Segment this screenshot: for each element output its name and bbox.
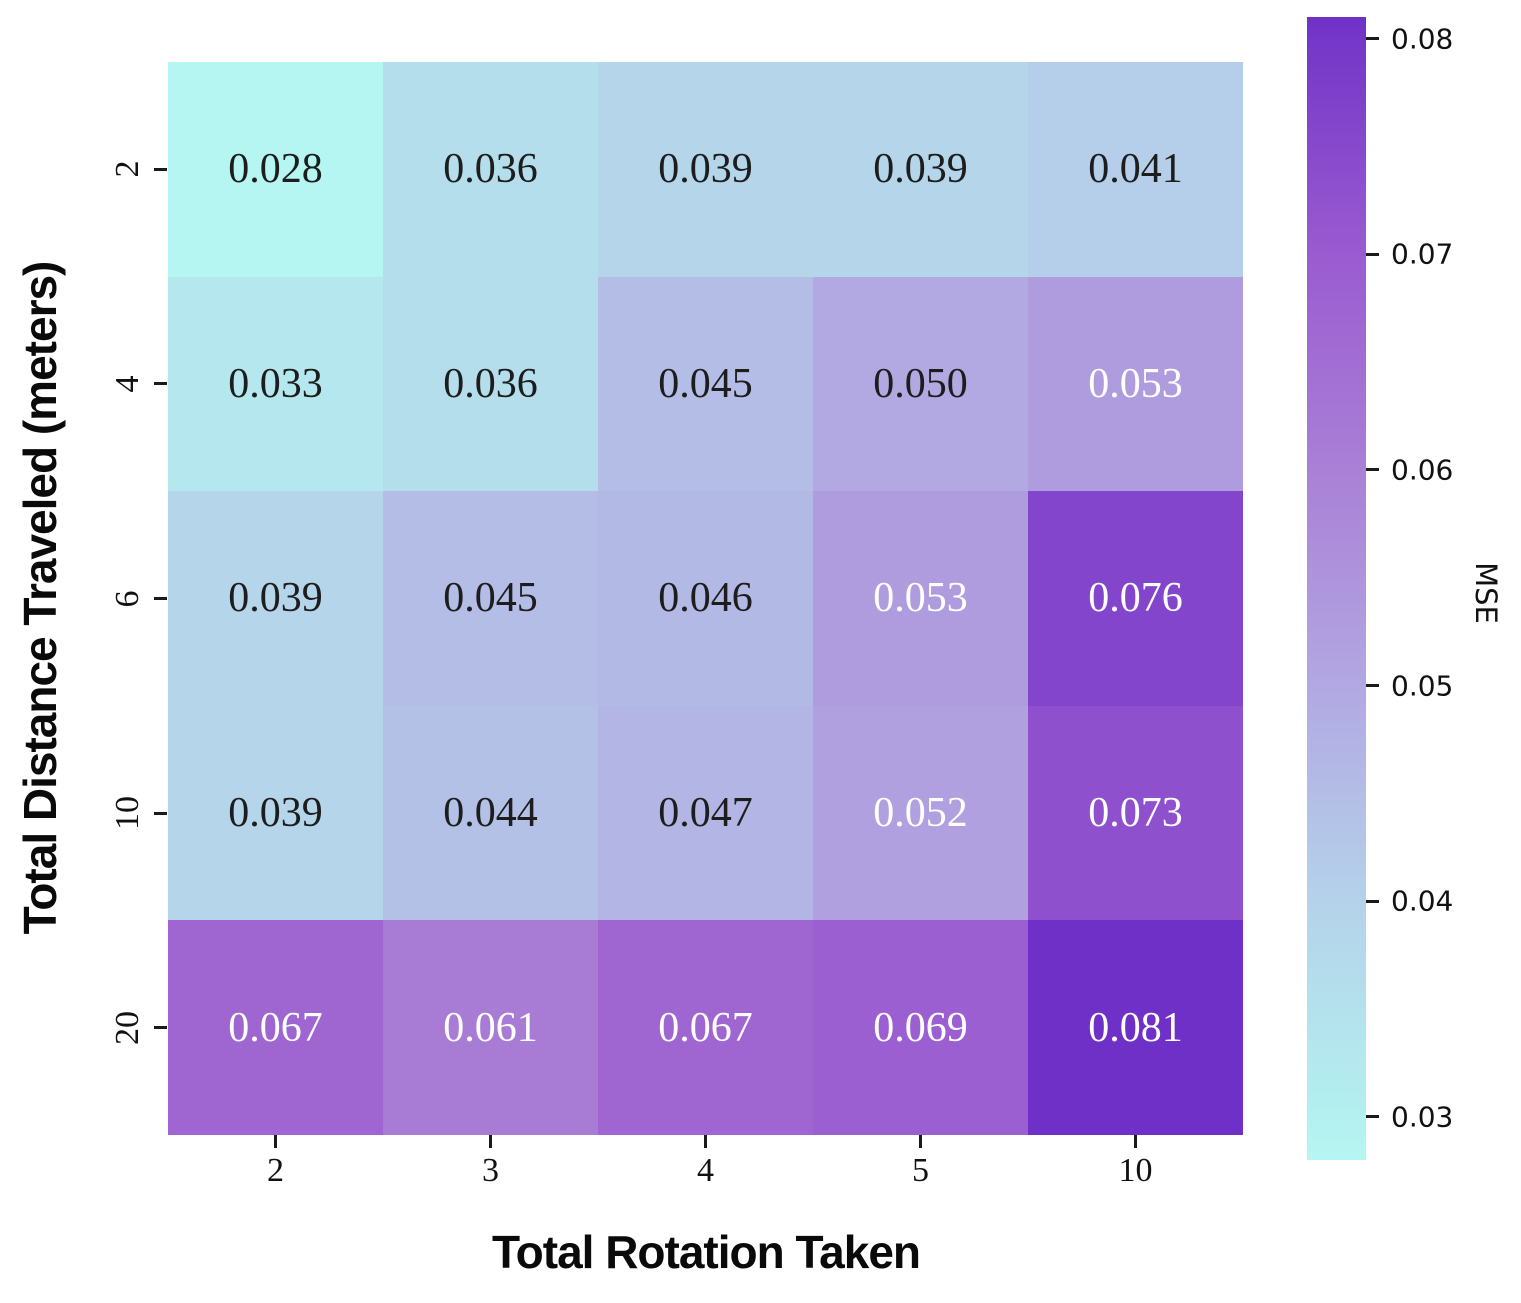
cell-value: 0.046 <box>658 575 753 622</box>
x-tick-mark <box>489 1135 492 1148</box>
heatmap-cell-r1-c0: 0.033 <box>168 276 383 492</box>
y-axis-title: Total Distance Traveled (meters) <box>14 261 66 935</box>
cell-value: 0.047 <box>658 790 753 837</box>
colorbar-tick-mark <box>1366 37 1379 41</box>
heatmap-cell-r3-c0: 0.039 <box>168 705 383 921</box>
colorbar-label: MSE <box>1469 562 1503 624</box>
cell-value: 0.067 <box>658 1004 753 1051</box>
x-axis-title: Total Rotation Taken <box>491 1226 921 1278</box>
cell-value: 0.039 <box>228 575 323 622</box>
heatmap-cell-r2-c4: 0.076 <box>1028 491 1243 706</box>
cell-value: 0.076 <box>1088 575 1183 622</box>
heatmap-cell-r0-c0: 0.028 <box>168 62 383 277</box>
x-tick-label: 2 <box>267 1152 284 1189</box>
cell-value: 0.039 <box>658 146 753 193</box>
cell-value: 0.036 <box>443 146 538 193</box>
colorbar-tick-label: 0.03 <box>1391 1100 1454 1134</box>
heatmap-cell-r3-c4: 0.073 <box>1028 705 1243 921</box>
colorbar-tick-mark <box>1366 252 1379 256</box>
y-tick-mark <box>154 167 167 171</box>
y-tick-mark <box>154 811 167 815</box>
colorbar-tick-label: 0.05 <box>1391 669 1454 703</box>
x-tick-mark <box>919 1135 922 1148</box>
heatmap-cell-r2-c3: 0.053 <box>813 491 1028 706</box>
y-tick-label: 20 <box>109 1010 146 1045</box>
cell-value: 0.039 <box>228 790 323 837</box>
y-tick-label: 10 <box>109 796 146 831</box>
cell-value: 0.073 <box>1088 790 1183 837</box>
x-tick-label: 10 <box>1118 1152 1153 1189</box>
cell-value: 0.041 <box>1088 146 1183 193</box>
heatmap-cell-r2-c2: 0.046 <box>598 491 813 706</box>
heatmap-cell-r1-c1: 0.036 <box>383 276 598 492</box>
colorbar-tick-mark <box>1366 468 1379 472</box>
y-tick-mark <box>154 382 167 386</box>
cell-value: 0.044 <box>443 790 538 837</box>
y-tick-label: 6 <box>109 590 146 607</box>
cell-value: 0.045 <box>658 360 753 407</box>
cell-value: 0.067 <box>228 1004 323 1051</box>
heatmap-cell-r4-c4: 0.081 <box>1028 920 1243 1135</box>
colorbar-tick-label: 0.04 <box>1391 884 1454 918</box>
heatmap-cell-r2-c0: 0.039 <box>168 491 383 706</box>
heatmap-cell-r4-c1: 0.061 <box>383 920 598 1135</box>
cell-value: 0.050 <box>873 360 968 407</box>
y-tick-mark <box>154 1026 167 1030</box>
colorbar-tick-label: 0.06 <box>1391 453 1454 487</box>
cell-value: 0.081 <box>1088 1004 1183 1051</box>
heatmap-cell-r1-c4: 0.053 <box>1028 276 1243 492</box>
y-tick-label: 2 <box>109 160 146 178</box>
cell-value: 0.052 <box>873 790 968 837</box>
colorbar-tick-mark <box>1366 1115 1379 1119</box>
colorbar-tick-mark <box>1366 899 1379 903</box>
cell-value: 0.061 <box>443 1004 538 1051</box>
x-tick-mark <box>274 1135 277 1148</box>
cell-value: 0.053 <box>1088 360 1183 407</box>
heatmap-cell-r3-c2: 0.047 <box>598 705 813 921</box>
heatmap-cell-r3-c3: 0.052 <box>813 705 1028 921</box>
cell-value: 0.036 <box>443 360 538 407</box>
cell-value: 0.053 <box>873 575 968 622</box>
y-tick-mark <box>154 597 167 600</box>
x-tick-label: 3 <box>482 1152 499 1189</box>
x-tick-mark <box>1134 1135 1137 1148</box>
colorbar-gradient <box>1307 17 1366 1160</box>
x-tick-label: 5 <box>912 1152 929 1189</box>
heatmap-cell-r3-c1: 0.044 <box>383 705 598 921</box>
heatmap-cell-r4-c3: 0.069 <box>813 920 1028 1135</box>
heatmap-cell-r0-c1: 0.036 <box>383 62 598 277</box>
cell-value: 0.033 <box>228 360 323 407</box>
heatmap-cell-r4-c2: 0.067 <box>598 920 813 1135</box>
heatmap-cell-r4-c0: 0.067 <box>168 920 383 1135</box>
heatmap-cell-r1-c2: 0.045 <box>598 276 813 492</box>
heatmap-cell-r0-c4: 0.041 <box>1028 62 1243 277</box>
heatmap-cell-r1-c3: 0.050 <box>813 276 1028 492</box>
y-tick-label: 4 <box>109 375 146 393</box>
heatmap-grid: 0.028 0.036 0.039 0.039 0.041 0.033 0.036 0.045… <box>168 62 1243 1135</box>
colorbar-tick-mark <box>1366 684 1379 688</box>
x-tick-mark <box>704 1135 707 1148</box>
cell-value: 0.069 <box>873 1004 968 1051</box>
heatmap-cell-r2-c1: 0.045 <box>383 491 598 706</box>
cell-value: 0.039 <box>873 146 968 193</box>
x-tick-label: 4 <box>697 1152 714 1189</box>
cell-value: 0.028 <box>228 146 323 193</box>
colorbar-tick-label: 0.08 <box>1391 22 1454 56</box>
heatmap-cell-r0-c3: 0.039 <box>813 62 1028 277</box>
cell-value: 0.045 <box>443 575 538 622</box>
heatmap-cell-r0-c2: 0.039 <box>598 62 813 277</box>
colorbar-tick-label: 0.07 <box>1391 237 1454 271</box>
